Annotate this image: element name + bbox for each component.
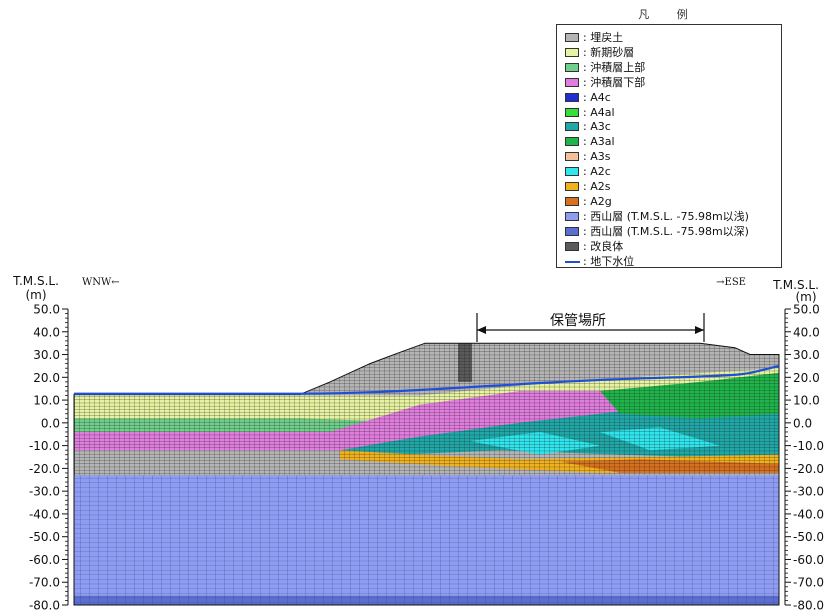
left-tick-label: -20.0 [29, 462, 60, 476]
storage-label-bg [540, 311, 616, 329]
direction-right-label: →ESE [716, 277, 746, 288]
color-swatch [565, 137, 579, 147]
color-swatch [565, 182, 579, 191]
legend-label: : A3s [583, 150, 611, 164]
legend-label: : 西山層 (T.M.S.L. -75.98m以深) [583, 224, 749, 238]
color-swatch [565, 211, 579, 221]
right-axis-unit: (m) [795, 290, 816, 304]
fem-mesh-lower [74, 475, 779, 605]
geologic-layers [74, 343, 779, 605]
left-tick-label: -70.0 [29, 576, 60, 590]
left-tick-label: 50.0 [33, 303, 60, 317]
fem-mesh-upper [74, 343, 779, 476]
right-tick-label: 40.0 [793, 325, 820, 339]
color-swatch [565, 241, 579, 251]
color-swatch [565, 92, 579, 102]
left-tick-label: 30.0 [33, 348, 60, 362]
legend-label: : A2s [583, 180, 611, 193]
left-tick-label: -50.0 [29, 530, 60, 544]
left-tick-label: -10.0 [29, 439, 60, 453]
legend-label: : 埋戻土 [583, 31, 624, 44]
left-tick-label: 20.0 [33, 371, 60, 385]
legend-label: : A2g [583, 194, 612, 208]
left-tick-label: 10.0 [33, 394, 60, 408]
legend-label: : A2c [583, 165, 611, 179]
right-tick-label: -60.0 [793, 553, 824, 567]
right-tick-label: -50.0 [793, 530, 824, 544]
legend-label: : 新期砂層 [583, 45, 635, 59]
right-tick-label: 20.0 [793, 371, 820, 385]
color-swatch [565, 226, 579, 236]
legend-label: : A3c [583, 120, 611, 134]
storage-area-label: 保管場所 [550, 313, 606, 329]
right-axis-title: T.M.S.L. [772, 278, 819, 292]
color-swatch [565, 167, 579, 177]
model-outline [73, 342, 780, 606]
right-tick-label: -10.0 [793, 439, 824, 453]
left-tick-label: -80.0 [29, 599, 60, 612]
legend-label: : A4al [583, 105, 615, 119]
color-swatch [565, 122, 579, 132]
color-swatch [565, 107, 579, 117]
left-tick-label: 0.0 [41, 416, 60, 430]
right-tick-label: -30.0 [793, 485, 824, 499]
left-tick-label: -30.0 [29, 485, 60, 499]
legend: : 埋戻土: 新期砂層: 沖積層上部: 沖積層下部: A4c: A4al: A3… [556, 24, 782, 268]
direction-left-label: WNW← [82, 277, 120, 288]
right-tick-label: -40.0 [793, 507, 824, 521]
left-tick-label: 40.0 [33, 325, 60, 339]
legend-label: : 沖積層下部 [583, 75, 646, 89]
legend-label: : A4c [583, 90, 611, 104]
legend-label: : 地下水位 [583, 254, 635, 268]
legend-label: : 改良体 [583, 239, 624, 253]
color-swatch [565, 62, 579, 72]
right-tick-label: -20.0 [793, 462, 824, 476]
arrow-right-icon [695, 326, 704, 334]
right-tick-label: 0.0 [793, 416, 812, 430]
right-tick-label: -70.0 [793, 576, 824, 590]
color-swatch [565, 33, 579, 42]
right-tick-label: 30.0 [793, 348, 820, 362]
legend-label: : 西山層 (T.M.S.L. -75.98m以浅) [583, 209, 749, 223]
legend-label: : 沖積層上部 [583, 60, 646, 74]
legend-title: 凡 例 [638, 8, 700, 21]
color-swatch [565, 77, 579, 87]
right-tick-label: 50.0 [793, 303, 820, 317]
left-axis-title: T.M.S.L. [12, 274, 59, 288]
color-swatch [565, 152, 579, 162]
arrow-left-icon [477, 326, 486, 334]
groundwater-line-swatch [565, 260, 580, 263]
color-swatch [565, 196, 579, 206]
left-tick-label: -40.0 [29, 507, 60, 521]
groundwater-level-line [74, 364, 780, 395]
right-tick-label: -80.0 [793, 599, 824, 612]
left-tick-label: -60.0 [29, 553, 60, 567]
color-swatch [565, 47, 579, 57]
legend-label: : A3al [583, 135, 615, 149]
left-axis-unit: (m) [25, 288, 46, 302]
right-tick-label: 10.0 [793, 394, 820, 408]
